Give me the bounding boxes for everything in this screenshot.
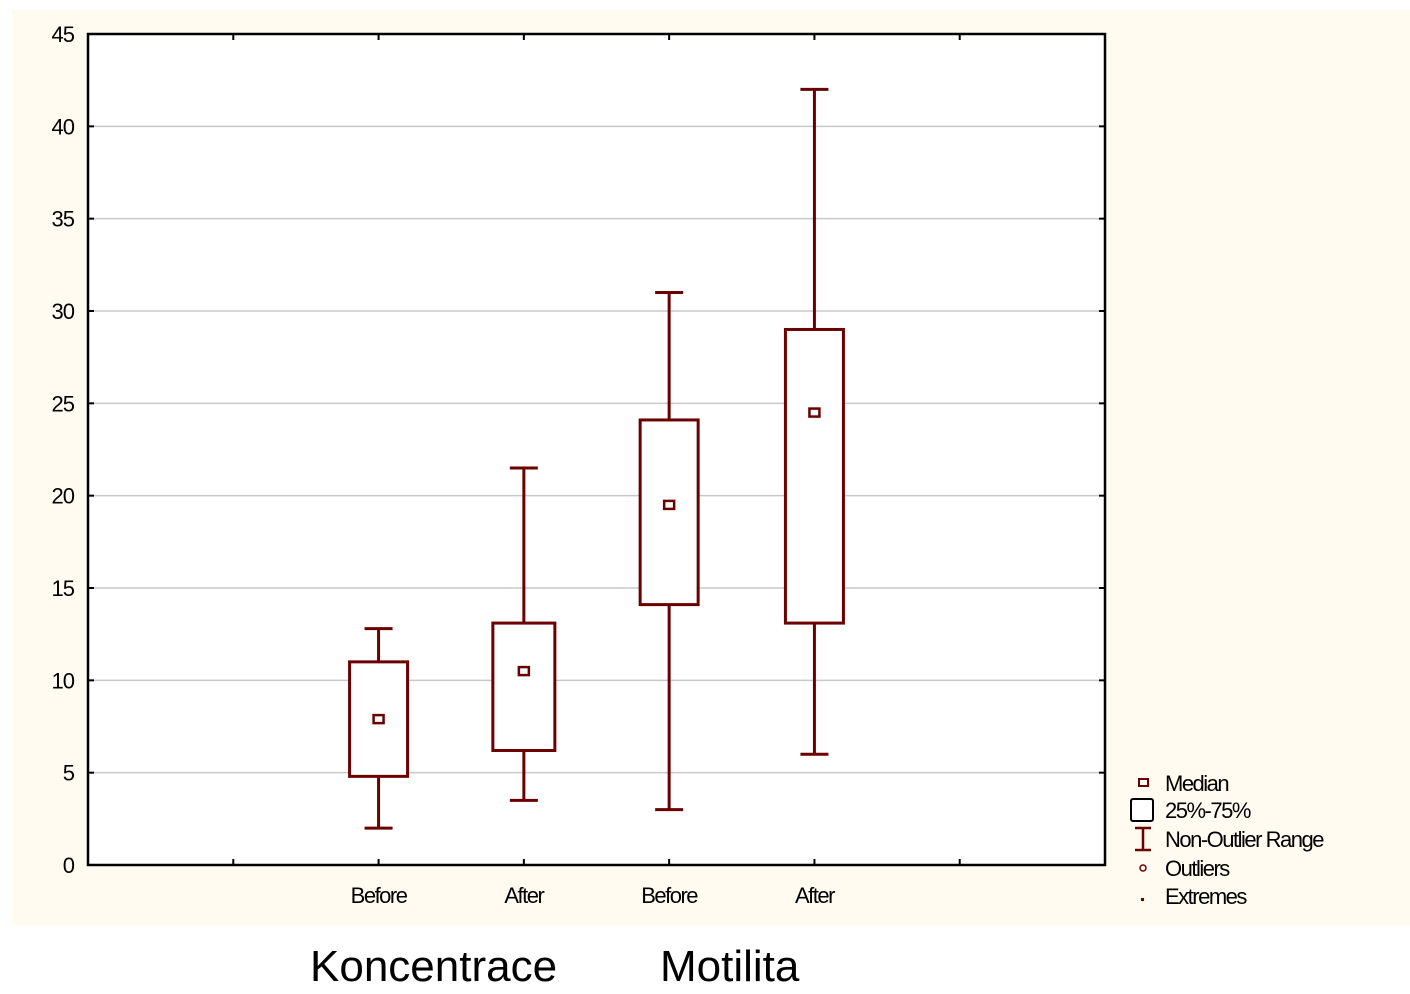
x-tick-label: Before	[351, 883, 408, 908]
legend-label: Extremes	[1165, 884, 1247, 909]
x-tick-label: Before	[641, 883, 698, 908]
legend-median-symbol	[1138, 778, 1149, 787]
median-marker	[372, 713, 385, 725]
median-marker	[808, 407, 821, 418]
box-iqr	[783, 327, 845, 625]
y-tick-label: 35	[52, 207, 75, 232]
y-tick-label: 10	[52, 668, 75, 693]
x-tick-label: After	[504, 883, 544, 908]
y-tick-label: 45	[52, 22, 75, 47]
legend-box-symbol	[1130, 798, 1154, 822]
y-tick-label: 25	[52, 391, 75, 416]
y-tick-label: 0	[63, 853, 75, 878]
legend-label: 25%-75%	[1165, 798, 1251, 823]
legend-outlier-symbol	[1139, 864, 1147, 872]
legend-label: Non-Outlier Range	[1165, 827, 1324, 852]
plot-area-background	[88, 34, 1105, 865]
group-label-motilita: Motilita	[660, 942, 800, 991]
legend-label: Outliers	[1165, 856, 1230, 881]
group-label-koncentrace: Koncentrace	[310, 942, 558, 991]
x-tick-label: After	[795, 883, 835, 908]
y-tick-label: 30	[52, 299, 75, 324]
y-tick-label: 5	[63, 761, 75, 786]
median-marker	[662, 499, 676, 511]
legend-extreme-symbol	[1141, 898, 1144, 901]
y-tick-label: 15	[52, 576, 75, 601]
y-tick-label: 40	[52, 114, 75, 139]
y-tick-label: 20	[52, 484, 75, 509]
legend-label: Median	[1165, 771, 1228, 796]
box-iqr	[638, 418, 700, 607]
plot-frame	[86, 32, 1107, 867]
box-iqr	[491, 621, 557, 753]
median-marker	[517, 665, 531, 677]
